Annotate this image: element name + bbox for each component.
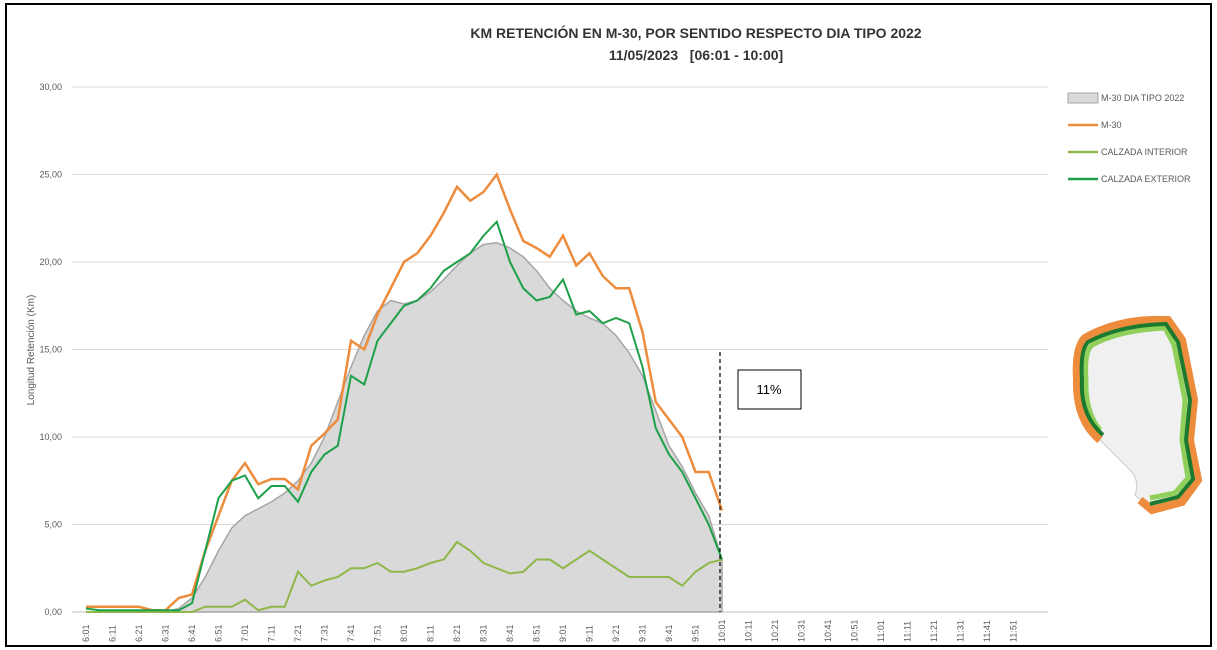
x-tick-label: 9:31 <box>638 624 648 642</box>
x-tick-label: 8:31 <box>479 624 489 642</box>
x-tick-label: 8:01 <box>399 624 409 642</box>
y-tick-label: 10,00 <box>39 432 62 442</box>
x-tick-label: 10:21 <box>770 619 780 642</box>
y-tick-label: 15,00 <box>39 345 62 355</box>
x-tick-label: 7:21 <box>293 624 303 642</box>
x-tick-label: 9:51 <box>691 624 701 642</box>
x-tick-label: 6:01 <box>81 624 91 642</box>
x-tick-label: 7:01 <box>240 624 250 642</box>
x-tick-label: 10:31 <box>797 619 807 642</box>
legend-label: CALZADA EXTERIOR <box>1101 174 1191 184</box>
x-tick-label: 9:01 <box>558 624 568 642</box>
x-tick-label: 11:21 <box>929 620 939 642</box>
x-tick-label: 10:51 <box>850 619 860 642</box>
x-tick-label: 7:11 <box>267 625 277 642</box>
x-tick-label: 10:41 <box>823 619 833 642</box>
annotation: 11% <box>756 382 781 397</box>
x-tick-label: 9:21 <box>611 624 621 642</box>
line <box>86 540 723 613</box>
legend-label: CALZADA INTERIOR <box>1101 147 1188 157</box>
x-tick-label: 11:01 <box>876 620 886 642</box>
x-tick-label: 9:41 <box>664 624 674 642</box>
y-tick-label: 0,00 <box>44 607 62 617</box>
area <box>86 241 723 613</box>
x-tick-label: 11:51 <box>1009 620 1019 642</box>
x-tick-label: 10:01 <box>717 619 727 642</box>
x-tick-label: 11:11 <box>903 621 913 642</box>
x-tick-label: 6:21 <box>134 624 144 642</box>
x-tick-label: 6:51 <box>214 624 224 642</box>
m30-map <box>1072 315 1203 515</box>
x-tick-label: 8:21 <box>452 624 462 642</box>
x-tick-label: 6:11 <box>108 625 118 642</box>
line <box>86 171 724 612</box>
line <box>85 219 723 612</box>
x-tick-label: 9:11 <box>585 625 595 642</box>
y-axis-label: Longitud Retención (Km) <box>26 295 37 406</box>
frame <box>5 3 1212 647</box>
x-tick-label: 11:41 <box>982 620 992 642</box>
x-tick-label: 7:41 <box>346 624 356 642</box>
x-tick-label: 8:11 <box>426 625 436 642</box>
x-tick-label: 8:41 <box>505 624 515 642</box>
legend-label: M-30 DIA TIPO 2022 <box>1101 93 1184 103</box>
x-tick-label: 8:51 <box>532 624 542 642</box>
x-tick-label: 11:31 <box>956 620 966 642</box>
x-tick-label: 6:31 <box>161 624 171 642</box>
chart-title: KM RETENCIÓN EN M-30, POR SENTIDO RESPEC… <box>470 24 921 41</box>
x-tick-label: 10:11 <box>744 620 754 642</box>
x-tick-label: 7:51 <box>373 624 383 642</box>
chart-subtitle: 11/05/2023 [06:01 - 10:00] <box>609 47 783 63</box>
y-tick-label: 20,00 <box>39 257 62 267</box>
legend-swatch <box>1067 92 1099 104</box>
x-tick-label: 6:41 <box>187 624 197 642</box>
y-tick-label: 25,00 <box>39 170 62 180</box>
legend-label: M-30 <box>1101 120 1122 130</box>
y-tick-label: 30,00 <box>39 82 62 92</box>
x-tick-label: 7:31 <box>320 624 330 642</box>
y-tick-label: 5,00 <box>44 520 62 530</box>
annotation-box <box>737 369 802 410</box>
